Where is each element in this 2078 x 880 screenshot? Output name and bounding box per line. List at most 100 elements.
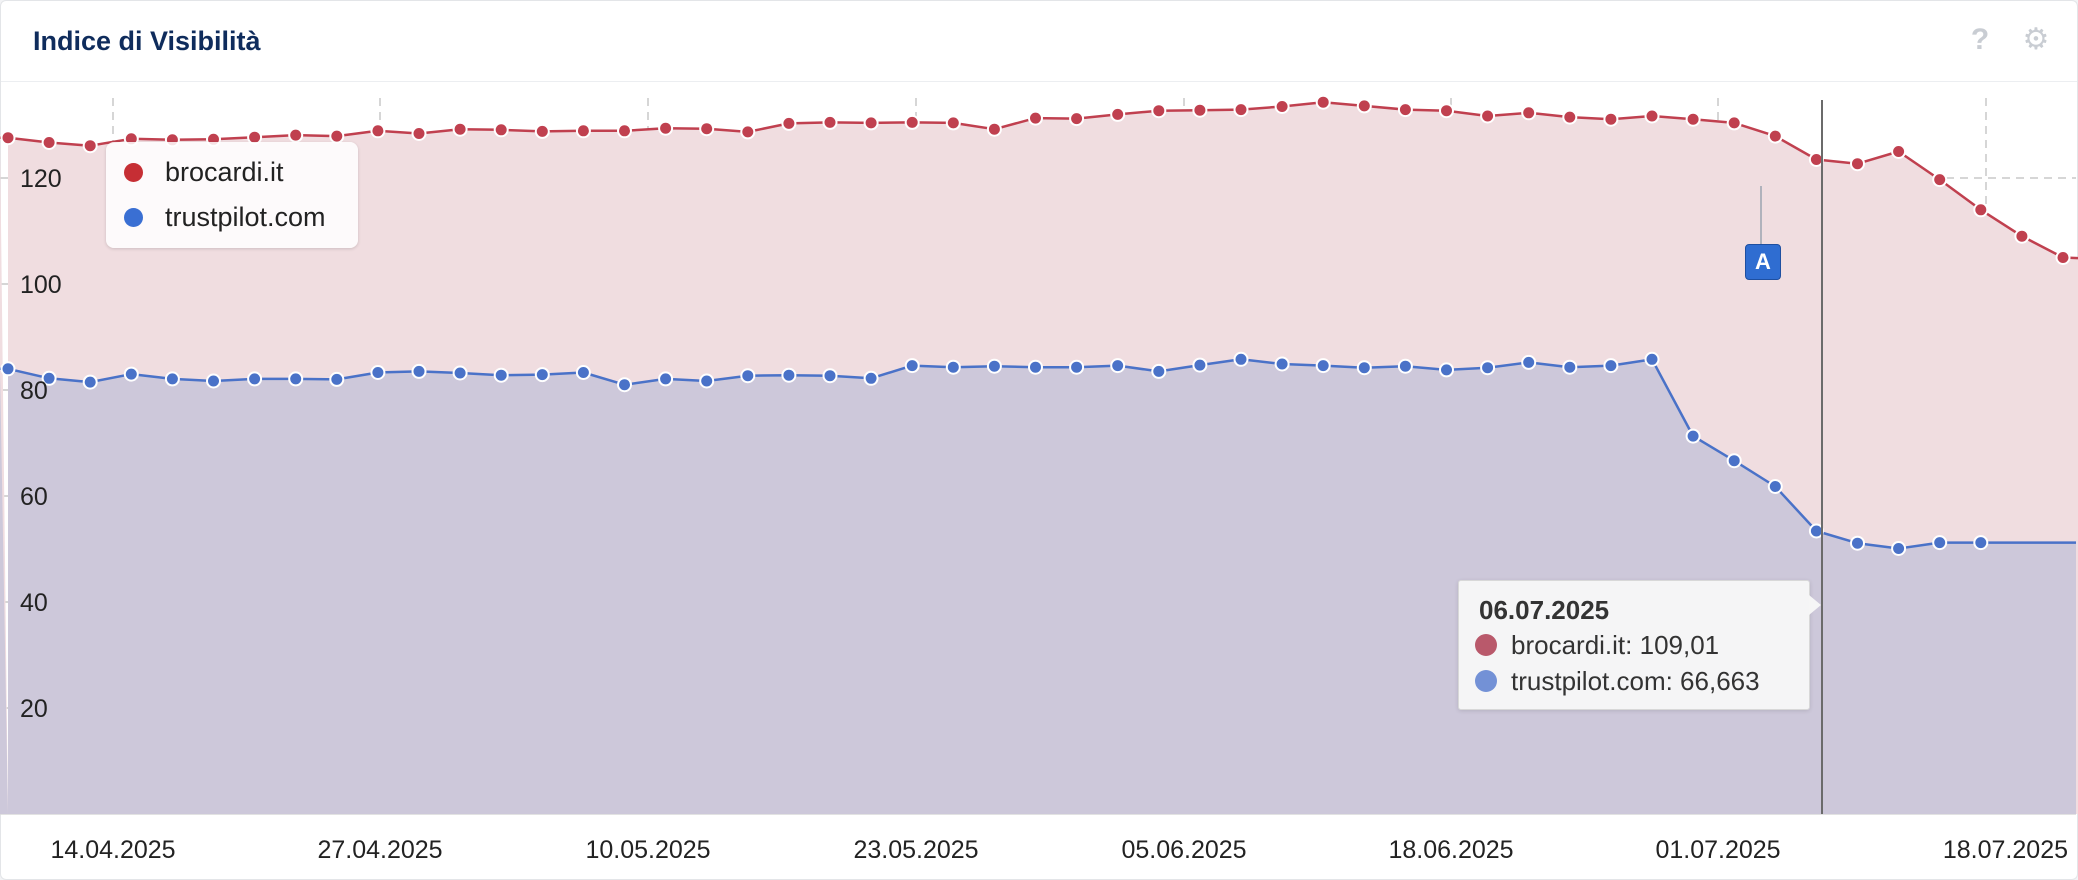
y-axis-ticks: 20 40 60 80 100 120	[20, 165, 62, 723]
event-marker-a[interactable]: A	[1745, 244, 1781, 280]
point-brocardi.it	[1891, 144, 1907, 159]
point-trustpilot.com	[945, 359, 961, 375]
point-brocardi.it	[1192, 102, 1208, 118]
point-brocardi.it	[1603, 111, 1619, 127]
point-brocardi.it	[411, 126, 427, 141]
point-brocardi.it	[534, 123, 550, 139]
point-brocardi.it	[945, 115, 961, 131]
card-header: Indice di Visibilità ? ⚙	[1, 1, 2077, 82]
gear-icon[interactable]: ⚙	[2022, 23, 2050, 56]
point-trustpilot.com	[1808, 523, 1824, 539]
point-brocardi.it	[863, 115, 879, 131]
point-brocardi.it	[1069, 111, 1085, 127]
point-trustpilot.com	[575, 365, 591, 380]
x-tick-label: 18.07.2025	[1943, 836, 2068, 864]
tooltip-value: brocardi.it: 109,01	[1511, 629, 1720, 660]
crosshair	[1760, 100, 1823, 814]
point-brocardi.it	[1397, 102, 1413, 118]
point-trustpilot.com	[863, 370, 879, 386]
point-brocardi.it	[699, 121, 715, 137]
point-brocardi.it	[1110, 106, 1126, 122]
point-trustpilot.com	[1315, 358, 1331, 374]
point-brocardi.it	[781, 115, 797, 131]
y-tick-label: 60	[20, 483, 48, 511]
point-trustpilot.com	[1233, 351, 1249, 367]
point-trustpilot.com	[164, 371, 180, 387]
point-brocardi.it	[2055, 250, 2071, 265]
point-trustpilot.com	[1973, 535, 1989, 551]
point-trustpilot.com	[1028, 359, 1043, 375]
point-brocardi.it	[1274, 99, 1290, 114]
point-trustpilot.com	[1726, 453, 1742, 469]
point-trustpilot.com	[658, 371, 674, 387]
point-trustpilot.com	[1891, 541, 1907, 556]
point-trustpilot.com	[1356, 360, 1372, 376]
point-brocardi.it	[1356, 98, 1372, 114]
point-trustpilot.com	[1192, 357, 1208, 373]
point-brocardi.it	[822, 114, 838, 130]
x-tick-label: 05.06.2025	[1121, 836, 1246, 864]
point-brocardi.it	[1439, 103, 1454, 119]
point-brocardi.it	[1685, 111, 1701, 127]
point-brocardi.it	[0, 130, 16, 146]
point-brocardi.it	[1767, 128, 1783, 144]
point-trustpilot.com	[1685, 428, 1701, 444]
point-brocardi.it	[1973, 202, 1989, 218]
point-brocardi.it	[452, 121, 468, 137]
point-trustpilot.com	[1767, 479, 1783, 494]
point-trustpilot.com	[534, 367, 550, 383]
point-trustpilot.com	[411, 363, 427, 379]
point-brocardi.it	[2014, 228, 2030, 244]
x-tick-label: 27.04.2025	[317, 836, 442, 864]
chart-tooltip: 06.07.2025 brocardi.it: 109,01 trustpilo…	[1458, 580, 1821, 710]
point-trustpilot.com	[1151, 363, 1167, 379]
point-trustpilot.com	[288, 371, 304, 387]
x-axis-ticks: 14.04.2025 27.04.2025 10.05.2025 23.05.2025…	[50, 836, 2068, 864]
point-trustpilot.com	[740, 368, 756, 384]
point-brocardi.it	[1562, 109, 1578, 125]
chart-legend: brocardi.it trustpilot.com	[106, 142, 358, 248]
point-brocardi.it	[288, 127, 304, 143]
x-tick-label: 14.04.2025	[50, 836, 175, 864]
point-brocardi.it	[1233, 102, 1249, 118]
x-tick-label: 23.05.2025	[853, 836, 978, 864]
y-tick-label: 20	[20, 695, 48, 723]
point-trustpilot.com	[123, 366, 139, 382]
x-tick-label: 01.07.2025	[1655, 836, 1780, 864]
x-tick-label: 10.05.2025	[585, 836, 710, 864]
point-trustpilot.com	[1932, 535, 1948, 551]
question-icon[interactable]: ?	[1970, 23, 1990, 56]
legend-item-trustpilot[interactable]: trustpilot.com	[124, 201, 326, 233]
legend-dot-icon	[124, 162, 143, 182]
point-brocardi.it	[740, 124, 756, 140]
point-trustpilot.com	[206, 373, 221, 389]
point-trustpilot.com	[1069, 359, 1085, 375]
y-tick-label: 80	[20, 377, 48, 405]
point-brocardi.it	[1932, 172, 1948, 188]
point-brocardi.it	[1521, 105, 1537, 121]
chart-points	[0, 94, 2071, 556]
point-trustpilot.com	[41, 370, 57, 386]
point-brocardi.it	[329, 128, 345, 144]
point-brocardi.it	[904, 114, 920, 130]
point-trustpilot.com	[0, 361, 16, 377]
point-brocardi.it	[1151, 103, 1167, 119]
y-tick-label: 40	[20, 589, 48, 617]
point-brocardi.it	[1480, 108, 1496, 124]
point-brocardi.it	[617, 123, 632, 139]
legend-item-brocardi[interactable]: brocardi.it	[124, 156, 284, 188]
point-trustpilot.com	[247, 371, 263, 387]
legend-dot-icon	[124, 207, 143, 227]
point-trustpilot.com	[1397, 358, 1413, 374]
x-tick-label: 18.06.2025	[1388, 836, 1513, 864]
point-brocardi.it	[1850, 156, 1865, 172]
point-trustpilot.com	[617, 377, 632, 393]
tooltip-value: trustpilot.com: 66,663	[1511, 665, 1760, 696]
point-brocardi.it	[1808, 152, 1824, 167]
y-tick-label: 100	[20, 271, 62, 299]
point-brocardi.it	[1028, 110, 1043, 126]
point-trustpilot.com	[1562, 359, 1578, 375]
card-title: Indice di Visibilità	[33, 26, 261, 56]
point-trustpilot.com	[699, 373, 715, 389]
